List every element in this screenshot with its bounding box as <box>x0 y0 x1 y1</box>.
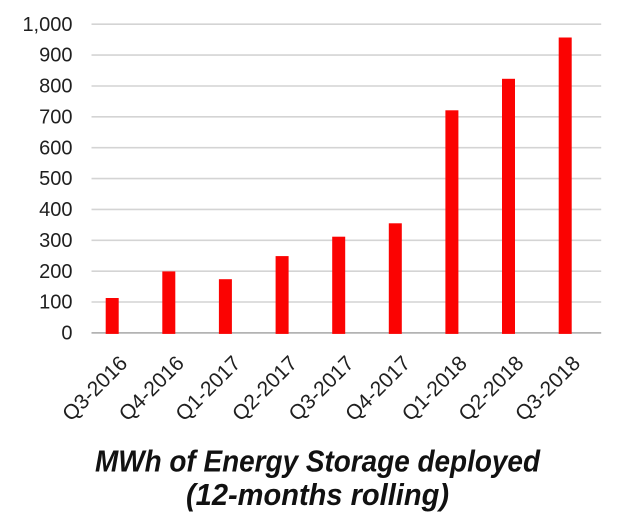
svg-text:600: 600 <box>39 137 72 159</box>
svg-text:(12-months rolling): (12-months rolling) <box>186 477 449 512</box>
svg-text:1,000: 1,000 <box>22 14 72 36</box>
svg-text:100: 100 <box>39 292 72 314</box>
svg-text:800: 800 <box>39 76 72 98</box>
svg-text:700: 700 <box>39 106 72 128</box>
svg-text:400: 400 <box>39 199 72 221</box>
svg-text:300: 300 <box>39 230 72 252</box>
svg-text:500: 500 <box>39 168 72 190</box>
svg-text:0: 0 <box>61 323 72 345</box>
svg-text:900: 900 <box>39 45 72 67</box>
svg-text:MWh of Energy Storage deployed: MWh of Energy Storage deployed <box>95 444 541 479</box>
svg-text:200: 200 <box>39 261 72 283</box>
